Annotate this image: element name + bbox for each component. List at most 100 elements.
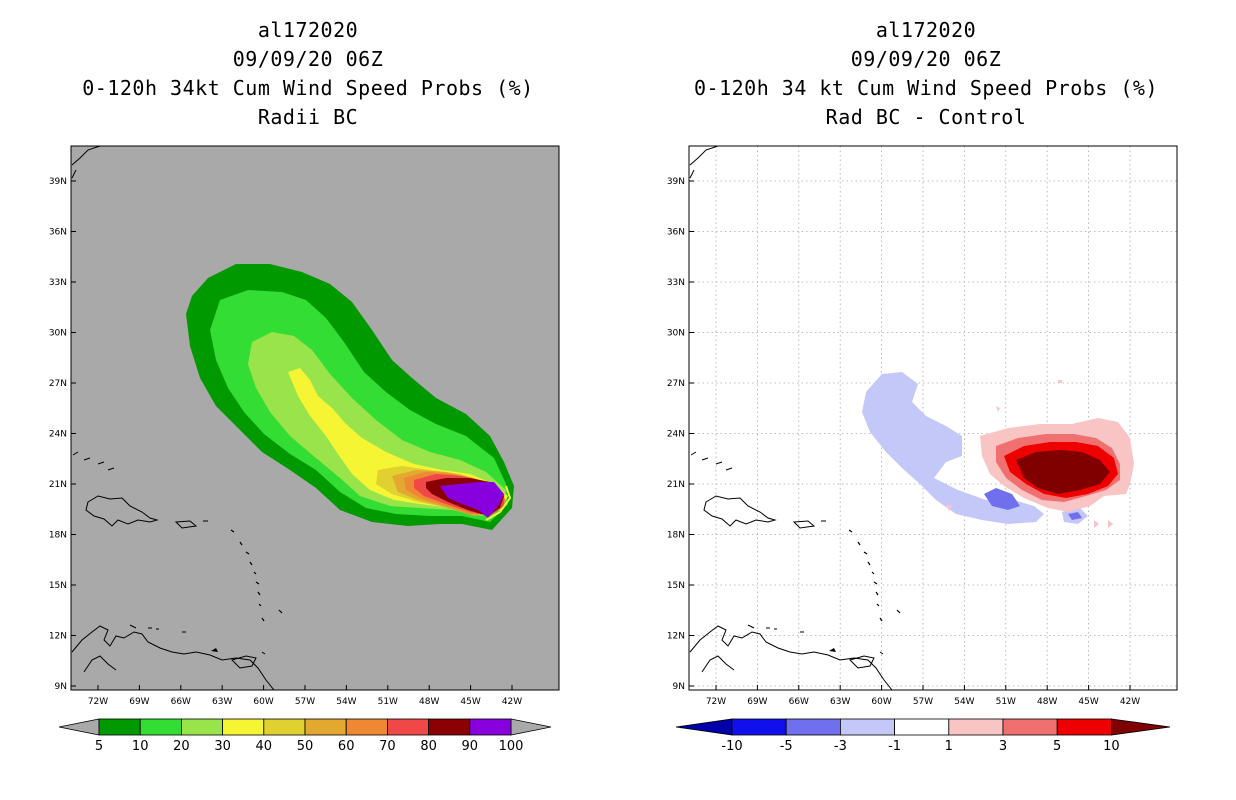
lat-lon-gridlines [689,146,1177,690]
colorbar-swatch [222,718,265,736]
lon-tick-label: 69W [747,697,767,707]
colorbar-swatch [139,718,182,736]
lat-tick-label: 9N [55,682,67,692]
colorbar-swatch [894,718,950,736]
panel-subtitle: Radii BC [257,105,359,129]
lat-tick-label: 27N [49,379,67,389]
lon-tick-label: 60W [253,697,273,707]
lat-tick-label: 39N [667,177,685,187]
colorbar-label: -5 [780,739,793,754]
colorbar-label: 30 [214,739,231,754]
lon-tick-label: 57W [913,697,933,707]
colorbar-swatch [948,718,1004,736]
colorbar-label: 80 [420,739,437,754]
lon-tick-label: 45W [460,697,480,707]
colorbar-over-arrow [510,718,552,736]
lon-tick-label: 66W [789,697,809,707]
lat-tick-label: 18N [667,531,685,541]
lon-tick-label: 72W [706,697,726,707]
colorbar-label: 90 [462,739,479,754]
prob-contour-100 [485,485,512,521]
colorbar-label: 20 [173,739,190,754]
colorbar-label: 1 [945,739,953,754]
lat-tick-label: 9N [673,682,685,692]
storm-id: al172020 [257,18,359,42]
lat-tick-label: 36N [667,228,685,238]
lon-tick-label: 63W [212,697,232,707]
colorbar-label: -10 [721,739,742,754]
prob-contour-90 [440,482,504,518]
lon-tick-label: 42W [502,697,522,707]
colorbar-label: 70 [379,739,396,754]
lat-tick-label: 27N [667,379,685,389]
lon-tick-label: 51W [378,697,398,707]
lat-tick-label: 21N [49,480,67,490]
lon-tick-label: 48W [1037,697,1057,707]
lat-tick-label: 33N [667,278,685,288]
right-panel-title: al172020 09/09/20 06Z 0-120h 34 kt Cum W… [626,16,1226,132]
colorbar-label: 5 [95,739,103,754]
colorbar-swatch [263,718,306,736]
lat-tick-label: 33N [49,278,67,288]
colorbar-swatch [345,718,388,736]
lat-tick-label: 24N [49,430,67,440]
colorbar-swatch [1002,718,1058,736]
colorbar-label: -3 [834,739,847,754]
lat-tick-label: 30N [49,329,67,339]
lon-tick-label: 45W [1078,697,1098,707]
colorbar-label: 10 [132,739,149,754]
colorbar-swatch [304,718,347,736]
lat-tick-label: 21N [667,480,685,490]
map-frame [70,145,560,691]
lon-tick-label: 72W [88,697,108,707]
right-map: 39N 36N 33N 30N 27N 24N 21N 18N 15N 12N 9N 72W 69W 6… [667,145,1178,707]
lon-tick-label: 42W [1120,697,1140,707]
left-panel-title: al172020 09/09/20 06Z 0-120h 34kt Cum Wi… [8,16,608,132]
longitude-axis: 72W 69W 66W 63W 60W 57W 54W 51W 48W 45W 42W [706,685,1140,707]
colorbar-swatch [98,718,141,736]
lat-tick-label: 39N [49,177,67,187]
left-map: 39N 36N 33N 30N 27N 24N 21N 18N 15N 12N 9N 72W 69W 6… [49,145,560,707]
colorbar-over-arrow [1111,718,1171,736]
product-name: 0-120h 34 kt Cum Wind Speed Probs (%) [693,76,1159,100]
colorbar-label: 60 [338,739,355,754]
colorbar-label: 50 [297,739,314,754]
colorbar-label: 3 [999,739,1007,754]
colorbar-label: 40 [256,739,273,754]
lon-tick-label: 69W [129,697,149,707]
lat-tick-label: 12N [667,632,685,642]
lat-tick-label: 24N [667,430,685,440]
lon-tick-label: 63W [830,697,850,707]
lon-tick-label: 60W [871,697,891,707]
colorbar-under-arrow [58,718,100,736]
lon-tick-label: 48W [419,697,439,707]
diff-contour-minus3b [1068,512,1082,520]
lat-tick-label: 30N [667,329,685,339]
right-colorbar: -10 -5 -3 -1 1 3 5 10 [675,718,1171,754]
lat-tick-label: 18N [49,531,67,541]
colorbar-swatch [840,718,896,736]
colorbar-label: 100 [499,739,524,754]
diff-contour-plus10 [1016,450,1110,494]
map-background [689,146,1177,690]
latitude-axis: 39N 36N 33N 30N 27N 24N 21N 18N 15N 12N 9N [49,177,76,692]
colorbar-swatch [428,718,471,736]
panel-subtitle: Rad BC - Control [825,105,1027,129]
product-name: 0-120h 34kt Cum Wind Speed Probs (%) [82,76,534,100]
colorbar-label: 10 [1103,739,1120,754]
latitude-axis: 39N 36N 33N 30N 27N 24N 21N 18N 15N 12N 9N [667,177,694,692]
diff-contour-minus3 [984,488,1020,510]
map-frame [688,145,1178,691]
colorbar-swatch [731,718,787,736]
lat-tick-label: 15N [667,581,685,591]
lon-tick-label: 57W [295,697,315,707]
colorbar-swatch [180,718,223,736]
colorbar-swatch [785,718,841,736]
lon-tick-label: 54W [954,697,974,707]
lat-tick-label: 36N [49,228,67,238]
init-time: 09/09/20 06Z [232,47,384,71]
storm-id: al172020 [875,18,977,42]
colorbar-swatch [386,718,429,736]
lat-tick-label: 15N [49,581,67,591]
lon-tick-label: 66W [171,697,191,707]
